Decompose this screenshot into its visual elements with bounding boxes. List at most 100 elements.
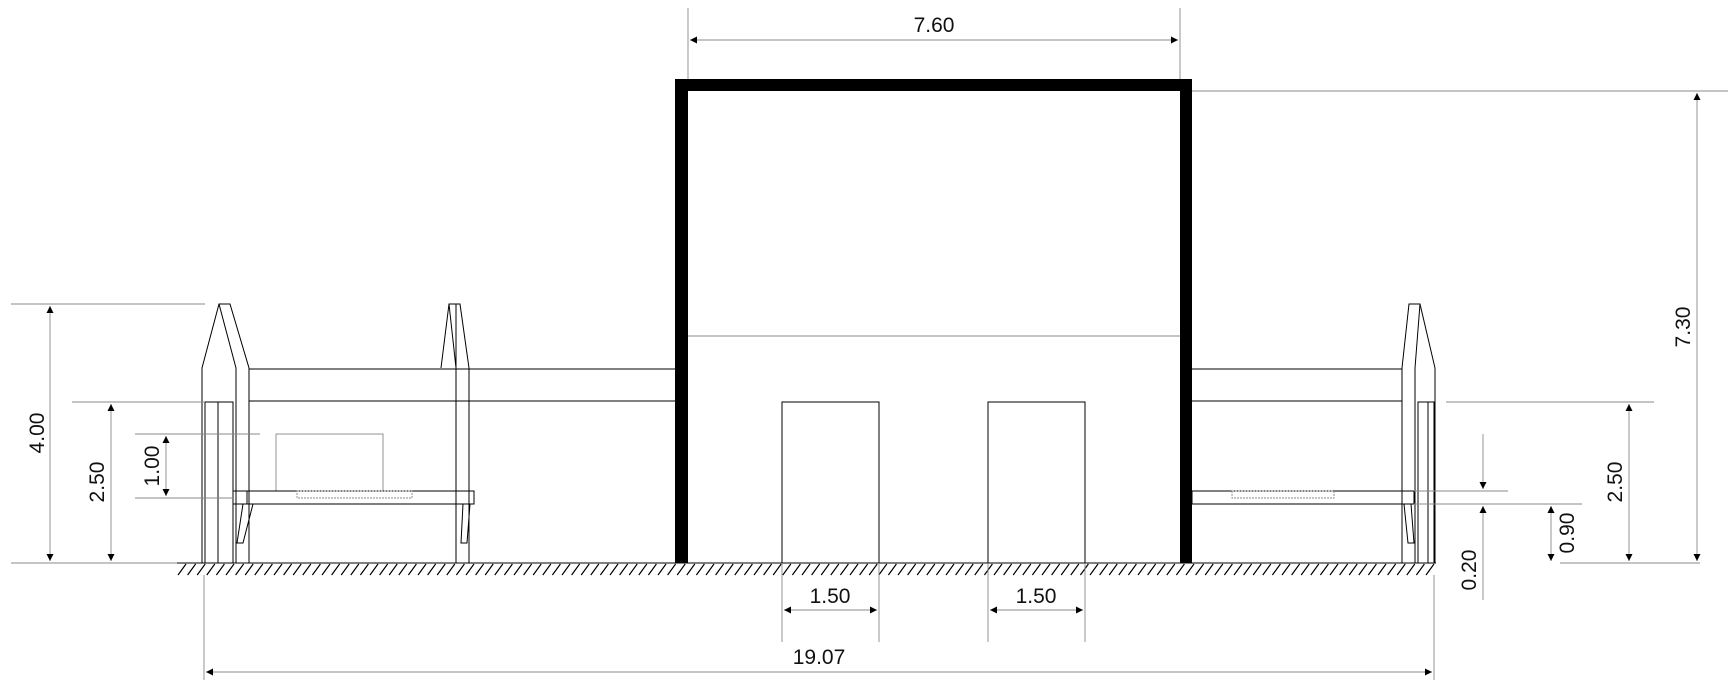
hatch-stroke — [513, 563, 523, 576]
hatch-stroke — [772, 563, 782, 576]
hatch-stroke — [484, 563, 494, 576]
hatch-stroke — [551, 563, 561, 576]
hatch-stroke — [753, 563, 763, 576]
hatch-stroke — [1022, 563, 1032, 576]
hatch-stroke — [446, 563, 456, 576]
door-right — [987, 401, 1086, 564]
hatch-stroke — [1406, 563, 1416, 576]
hatch-stroke — [715, 563, 725, 576]
hatch-stroke — [215, 563, 225, 576]
dim-building-width: 7.60 — [914, 14, 955, 37]
hatch-stroke — [955, 563, 965, 576]
hatch-stroke — [1319, 563, 1329, 576]
hatch-stroke — [1118, 563, 1128, 576]
hatch-stroke — [945, 563, 955, 576]
hatch-stroke — [1127, 563, 1137, 576]
hatch-stroke — [1079, 563, 1089, 576]
hatch-stroke — [1137, 563, 1147, 576]
hatch-stroke — [1041, 563, 1051, 576]
hatch-stroke — [225, 563, 235, 576]
hatch-stroke — [196, 563, 206, 576]
hatch-stroke — [1214, 563, 1224, 576]
hatch-stroke — [1271, 563, 1281, 576]
hatch-stroke — [206, 563, 216, 576]
dim-door-right-width: 1.50 — [1016, 585, 1057, 608]
hatch-stroke — [331, 563, 341, 576]
left-pavilion — [201, 303, 675, 564]
hatch-stroke — [1348, 563, 1358, 576]
hatch-stroke — [263, 563, 273, 576]
hatch-stroke — [609, 563, 619, 576]
hatch-stroke — [1070, 563, 1080, 576]
hatch-stroke — [628, 563, 638, 576]
hatch-stroke — [475, 563, 485, 576]
hatch-stroke — [964, 563, 974, 576]
building-roof — [675, 79, 1192, 91]
hatch-stroke — [1223, 563, 1233, 576]
dim-left-pavilion-height: 4.00 — [26, 413, 49, 454]
hatch-stroke — [350, 563, 360, 576]
hatch-stroke — [1396, 563, 1406, 576]
hatch-stroke — [599, 563, 609, 576]
hatch-stroke — [1166, 563, 1176, 576]
hatch-stroke — [455, 563, 465, 576]
hatch-stroke — [1339, 563, 1349, 576]
hatch-stroke — [782, 563, 792, 576]
hatch-stroke — [1310, 563, 1320, 576]
hatch-stroke — [1329, 563, 1339, 576]
dim-left-box-height: 1.00 — [141, 446, 164, 487]
hatch-stroke — [897, 563, 907, 576]
hatch-stroke — [705, 563, 715, 576]
right-bench-leg — [1403, 503, 1415, 544]
hatch-stroke — [811, 563, 821, 576]
hatch-stroke — [1358, 563, 1368, 576]
hatch-stroke — [1175, 563, 1185, 576]
hatch-stroke — [340, 563, 350, 576]
hatch-stroke — [1147, 563, 1157, 576]
right-bench — [1191, 490, 1415, 505]
hatch-stroke — [398, 563, 408, 576]
hatch-stroke — [427, 563, 437, 576]
hatch-stroke — [619, 563, 629, 576]
hatch-stroke — [1387, 563, 1397, 576]
hatch-stroke — [647, 563, 657, 576]
hatch-stroke — [311, 563, 321, 576]
hatch-stroke — [1156, 563, 1166, 576]
main-building — [675, 79, 1192, 564]
hatch-stroke — [388, 563, 398, 576]
hatch-stroke — [177, 563, 187, 576]
hatch-stroke — [1281, 563, 1291, 576]
left-bench — [232, 490, 475, 505]
hatch-stroke — [1367, 563, 1377, 576]
hatch-stroke — [1003, 563, 1013, 576]
hatch-stroke — [724, 563, 734, 576]
hatch-stroke — [187, 563, 197, 576]
hatch-stroke — [1204, 563, 1214, 576]
building-right-wall — [1180, 79, 1192, 563]
hatch-stroke — [369, 563, 379, 576]
hatch-stroke — [503, 563, 513, 576]
left-bench-leg — [236, 503, 254, 544]
hatch-stroke — [993, 563, 1003, 576]
hatch-stroke — [887, 563, 897, 576]
hatch-stroke — [830, 563, 840, 576]
hatch-stroke — [1099, 563, 1109, 576]
hatch-stroke — [359, 563, 369, 576]
hatch-stroke — [523, 563, 533, 576]
hatch-stroke — [878, 563, 888, 576]
hatch-stroke — [667, 563, 677, 576]
hatch-stroke — [542, 563, 552, 576]
hatch-stroke — [407, 563, 417, 576]
hatch-stroke — [235, 563, 245, 576]
hatch-stroke — [494, 563, 504, 576]
hatch-stroke — [1195, 563, 1205, 576]
dim-left-wall-height: 2.50 — [86, 462, 109, 503]
hatch-stroke — [1185, 563, 1195, 576]
hatch-stroke — [839, 563, 849, 576]
hatch-stroke — [254, 563, 264, 576]
building-left-wall — [675, 79, 688, 563]
hatch-stroke — [1108, 563, 1118, 576]
hatch-stroke — [849, 563, 859, 576]
hatch-stroke — [1425, 563, 1435, 576]
hatch-stroke — [321, 563, 331, 576]
